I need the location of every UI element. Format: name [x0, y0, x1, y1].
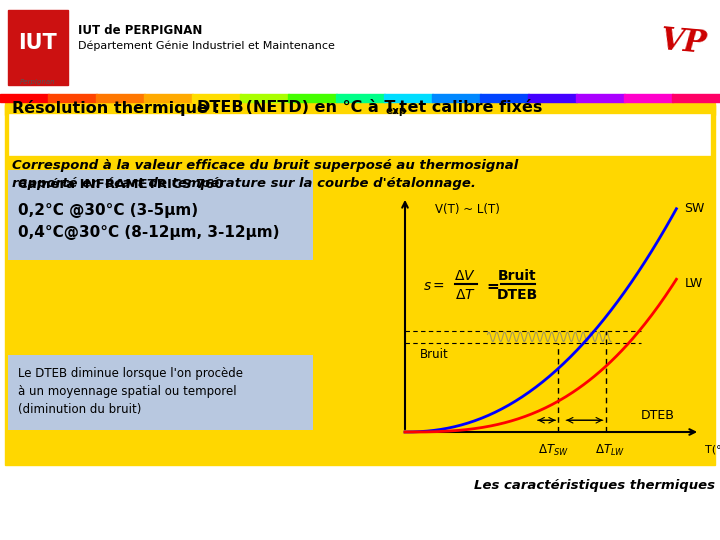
Bar [144, 94, 192, 102]
Bar [384, 94, 433, 102]
Text: Département Génie Industriel et Maintenance: Département Génie Industriel et Maintena… [78, 40, 335, 51]
Text: T(°C): T(°C) [705, 445, 720, 455]
Text: (diminution du bruit): (diminution du bruit) [18, 402, 141, 415]
Bar [0, 94, 48, 102]
Bar [432, 94, 480, 102]
Text: V(T) ~ L(T): V(T) ~ L(T) [435, 202, 500, 215]
Bar [8, 10, 68, 85]
Bar [96, 94, 145, 102]
Text: Caméra INFRAMETRICS 760: Caméra INFRAMETRICS 760 [18, 179, 224, 192]
Bar [672, 94, 720, 102]
Text: Résolution thermique :: Résolution thermique : [12, 100, 225, 116]
Text: =: = [486, 279, 499, 294]
Text: $\Delta V$: $\Delta V$ [454, 269, 476, 284]
Text: VP: VP [659, 25, 708, 60]
Text: rapporté en écart de température sur la courbe d'étalonnage.: rapporté en écart de température sur la … [12, 177, 476, 190]
Bar [480, 94, 528, 102]
Text: Les caractéristiques thermiques: Les caractéristiques thermiques [474, 478, 715, 491]
Text: DTEB: DTEB [496, 288, 538, 302]
Text: $\Delta T$: $\Delta T$ [454, 288, 475, 302]
Bar [576, 94, 624, 102]
Bar [5, 103, 715, 115]
Bar [336, 94, 384, 102]
Text: et calibre fixés: et calibre fixés [402, 100, 542, 116]
Text: à un moyennage spatial ou temporel: à un moyennage spatial ou temporel [18, 384, 237, 397]
Text: LW: LW [685, 278, 703, 291]
Bar [48, 94, 96, 102]
Text: 0,4°C@30°C (8-12µm, 3-12µm): 0,4°C@30°C (8-12µm, 3-12µm) [18, 225, 279, 240]
Text: $\Delta T_{LW}$: $\Delta T_{LW}$ [595, 442, 626, 457]
Text: Bruit: Bruit [420, 348, 449, 361]
Text: exp: exp [385, 106, 406, 116]
Bar [0, 0, 720, 100]
Bar [8, 355, 313, 430]
Text: Le DTEB diminue lorsque l'on procède: Le DTEB diminue lorsque l'on procède [18, 367, 243, 380]
Text: (NETD) en °C à T,t: (NETD) en °C à T,t [240, 100, 407, 116]
Text: Perpignan: Perpignan [20, 79, 56, 85]
Bar [528, 94, 577, 102]
Bar [5, 105, 715, 465]
Text: IUT de PERPIGNAN: IUT de PERPIGNAN [78, 24, 202, 37]
Text: SW: SW [685, 202, 705, 215]
Bar [288, 94, 336, 102]
Text: DTEB: DTEB [641, 409, 675, 422]
Bar [8, 170, 313, 260]
Text: DTEB: DTEB [196, 100, 243, 116]
Bar [240, 94, 289, 102]
Bar [624, 94, 672, 102]
Text: $s =$: $s =$ [423, 279, 445, 293]
Text: Correspond à la valeur efficace du bruit superposé au thermosignal: Correspond à la valeur efficace du bruit… [12, 159, 518, 172]
Text: IUT: IUT [19, 33, 58, 53]
Text: Bruit: Bruit [498, 269, 536, 284]
Text: $\Delta T_{SW}$: $\Delta T_{SW}$ [538, 442, 569, 457]
Bar [10, 115, 710, 155]
Text: 0,2°C @30°C (3-5µm): 0,2°C @30°C (3-5µm) [18, 202, 198, 218]
Bar [192, 94, 240, 102]
